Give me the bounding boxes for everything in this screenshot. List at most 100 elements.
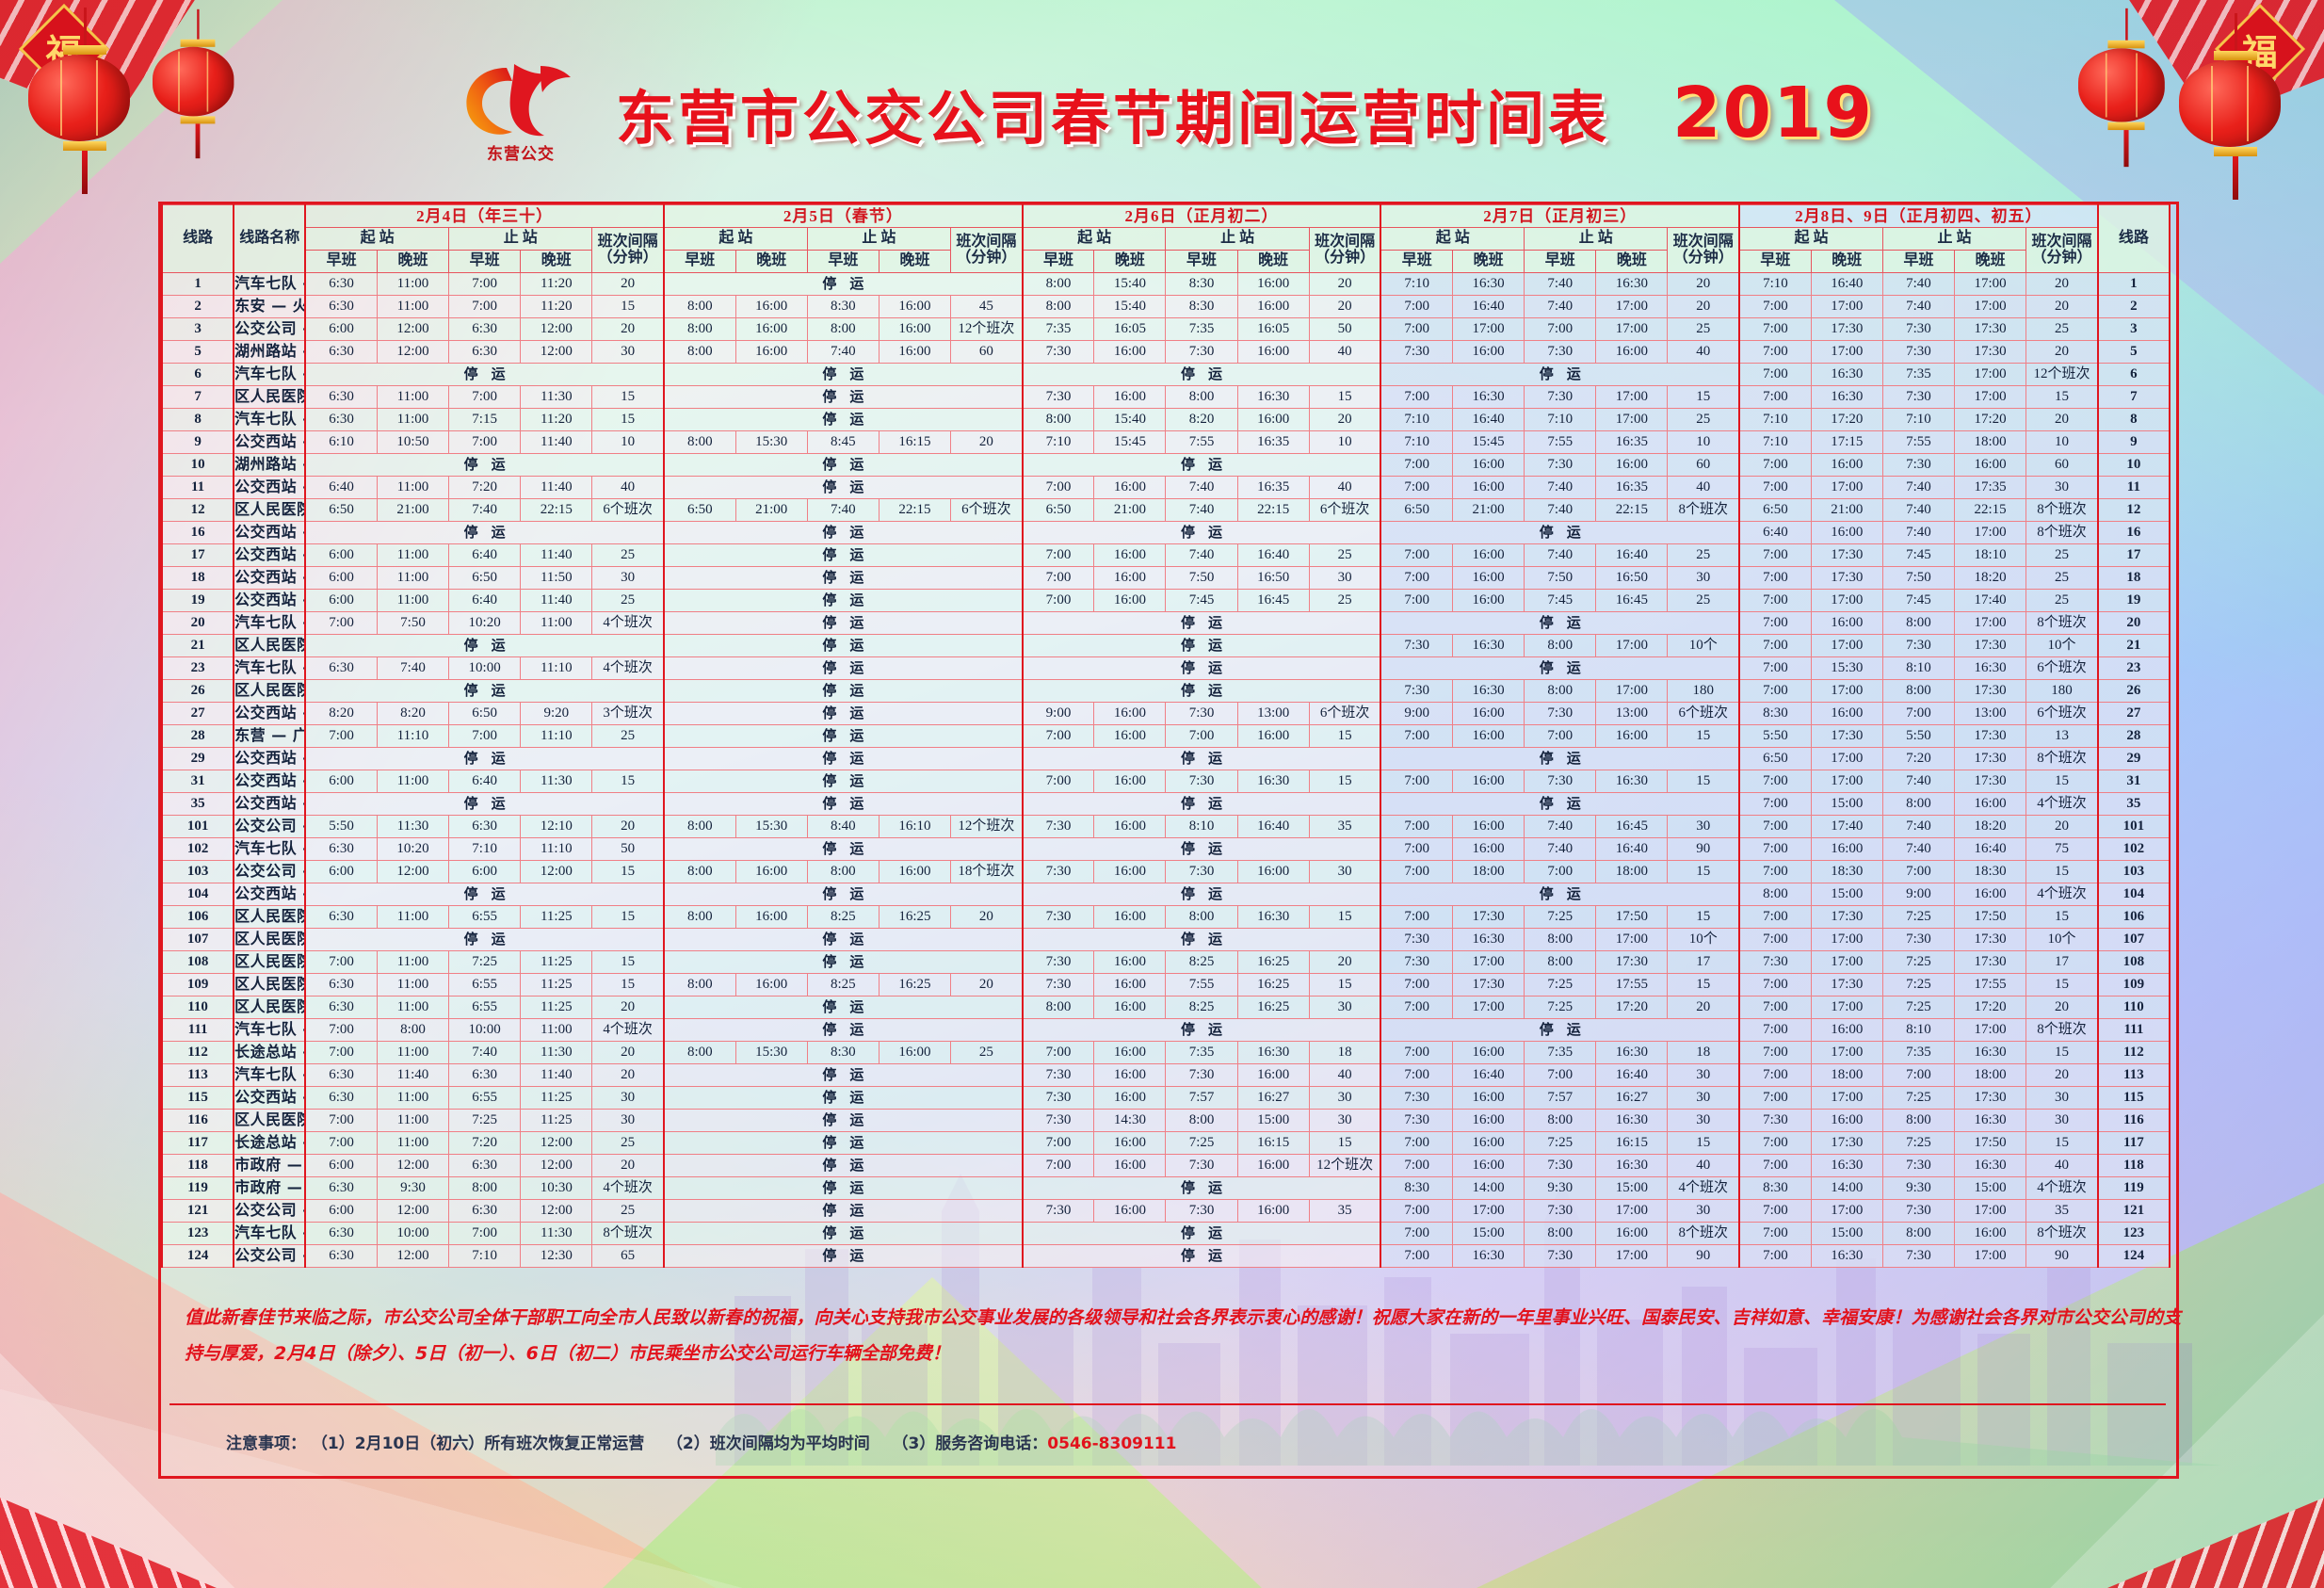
cell-interval-3: 10个 xyxy=(1667,634,1740,657)
cell-interval-0: 4个班次 xyxy=(591,1018,665,1042)
cell-end-pm-0: 11:00 xyxy=(520,611,593,635)
cell-end-pm-4: 17:30 xyxy=(1954,928,2027,951)
cell-start-pm-4: 18:00 xyxy=(1810,1063,1883,1087)
notes-section: 注意事项： （1）2月10日（初六）所有班次恢复正常运营 （2）班次间隔均为平均… xyxy=(169,1403,2166,1462)
note-item-1: （1）2月10日（初六）所有班次恢复正常运营 xyxy=(311,1434,645,1453)
sub-header-end-4: 止 站 xyxy=(1881,227,2027,251)
sub-header-start-1: 起 站 xyxy=(662,227,808,251)
cell-start-am-2: 7:30 xyxy=(1021,950,1095,974)
cell-start-pm-3: 16:00 xyxy=(1452,1086,1525,1110)
shift-header-3-1: 晚班 xyxy=(1452,250,1525,273)
route-number-left: 1 xyxy=(160,272,234,296)
cell-end-am-4: 8:00 xyxy=(1881,1222,1956,1245)
cell-start-pm-3: 16:00 xyxy=(1452,702,1525,725)
cell-start-pm-0: 11:00 xyxy=(376,589,450,612)
route-number-right: 19 xyxy=(2096,589,2171,612)
route-name: 区人民医院 — 区政务大厅 xyxy=(233,385,306,409)
route-number-left: 9 xyxy=(160,430,234,454)
route-number-left: 11 xyxy=(160,476,234,499)
cell-start-am-4: 7:00 xyxy=(1738,996,1812,1019)
cell-start-am-0: 6:00 xyxy=(304,1154,378,1177)
cell-start-pm-4: 16:00 xyxy=(1810,837,1883,861)
route-number-left: 3 xyxy=(160,317,234,341)
suspended-cell-2: 停运 xyxy=(1021,1176,1381,1200)
cell-end-pm-2: 15:00 xyxy=(1236,1109,1310,1132)
cell-start-am-4: 7:00 xyxy=(1738,543,1812,567)
cell-interval-4: 15 xyxy=(2025,385,2099,409)
poster-header: 东营公交 东营市公交公司春节期间运营时间表 2019 xyxy=(0,57,2324,170)
cell-start-am-3: 7:30 xyxy=(1380,679,1454,703)
suspended-cell-1: 停运 xyxy=(662,724,1024,748)
suspended-cell-0: 停运 xyxy=(304,679,665,703)
cell-start-pm-0: 11:00 xyxy=(376,950,450,974)
cell-interval-3: 15 xyxy=(1667,973,1740,997)
cell-interval-2: 25 xyxy=(1308,589,1381,612)
route-name: 区人民医院 — 东营南站 xyxy=(233,498,306,522)
cell-interval-2: 20 xyxy=(1308,295,1381,318)
cell-start-pm-0: 11:00 xyxy=(376,1086,450,1110)
cell-start-pm-2: 16:00 xyxy=(1093,1086,1167,1110)
route-name: 区人民医院 — 首站 xyxy=(233,973,306,997)
cell-start-pm-2: 16:00 xyxy=(1093,1199,1167,1223)
route-name: 汽车七队 — 驾考中心 xyxy=(233,837,306,861)
cell-start-pm-0: 11:00 xyxy=(376,543,450,567)
cell-interval-3: 40 xyxy=(1667,340,1740,364)
cell-end-am-2: 8:30 xyxy=(1165,295,1238,318)
cell-interval-3: 10个 xyxy=(1667,928,1740,951)
route-number-right: 17 xyxy=(2096,543,2171,567)
cell-end-pm-4: 18:10 xyxy=(1954,543,2027,567)
cell-end-pm-4: 16:30 xyxy=(1954,656,2027,680)
cell-interval-0: 65 xyxy=(591,1244,665,1268)
cell-start-am-3: 7:00 xyxy=(1380,973,1454,997)
sub-header-end-0: 止 站 xyxy=(448,227,593,251)
cell-end-am-0: 6:40 xyxy=(448,543,522,567)
cell-end-pm-4: 17:30 xyxy=(1954,950,2027,974)
cell-start-pm-3: 17:00 xyxy=(1452,317,1525,341)
cell-start-am-4: 7:30 xyxy=(1738,950,1812,974)
cell-end-am-2: 8:00 xyxy=(1165,905,1238,929)
cell-end-pm-0: 11:25 xyxy=(520,996,593,1019)
cell-start-am-2: 7:30 xyxy=(1021,1109,1095,1132)
suspended-cell-1: 停运 xyxy=(662,589,1024,612)
route-number-right: 108 xyxy=(2096,950,2171,974)
cell-end-pm-3: 16:30 xyxy=(1595,770,1669,793)
cell-start-am-3: 7:00 xyxy=(1380,1063,1454,1087)
cell-start-pm-4: 16:30 xyxy=(1810,385,1883,409)
cell-start-pm-0: 12:00 xyxy=(376,340,450,364)
cell-start-pm-3: 16:00 xyxy=(1452,453,1525,477)
cell-end-pm-4: 17:30 xyxy=(1954,770,2027,793)
route-name: 长途总站 — 西五区 xyxy=(233,1041,306,1064)
cell-start-pm-1: 16:00 xyxy=(734,973,808,997)
cell-end-pm-0: 12:00 xyxy=(520,1199,593,1223)
cell-start-pm-3: 14:00 xyxy=(1452,1176,1525,1200)
cell-end-pm-3: 16:40 xyxy=(1595,543,1669,567)
route-number-right: 29 xyxy=(2096,747,2171,770)
cell-end-am-3: 7:57 xyxy=(1524,1086,1597,1110)
cell-start-pm-4: 15:00 xyxy=(1810,792,1883,816)
route-number-right: 104 xyxy=(2096,883,2171,906)
cell-interval-4: 40 xyxy=(2025,1154,2099,1177)
cell-interval-3: 40 xyxy=(1667,1154,1740,1177)
cell-end-pm-0: 11:20 xyxy=(520,272,593,296)
route-number-left: 101 xyxy=(160,815,234,838)
cell-interval-2: 20 xyxy=(1308,950,1381,974)
cell-end-am-4: 7:25 xyxy=(1881,950,1956,974)
cell-end-am-4: 7:30 xyxy=(1881,928,1956,951)
cell-interval-3: 30 xyxy=(1667,1199,1740,1223)
cell-end-am-2: 8:25 xyxy=(1165,950,1238,974)
cell-start-am-3: 7:00 xyxy=(1380,860,1454,883)
cell-end-pm-1: 16:00 xyxy=(878,295,952,318)
cell-end-am-3: 7:40 xyxy=(1524,295,1597,318)
route-number-right: 26 xyxy=(2096,679,2171,703)
cell-start-am-3: 7:00 xyxy=(1380,724,1454,748)
cell-end-pm-4: 17:00 xyxy=(1954,295,2027,318)
cell-end-pm-4: 17:00 xyxy=(1954,1018,2027,1042)
cell-start-pm-0: 12:00 xyxy=(376,1244,450,1268)
